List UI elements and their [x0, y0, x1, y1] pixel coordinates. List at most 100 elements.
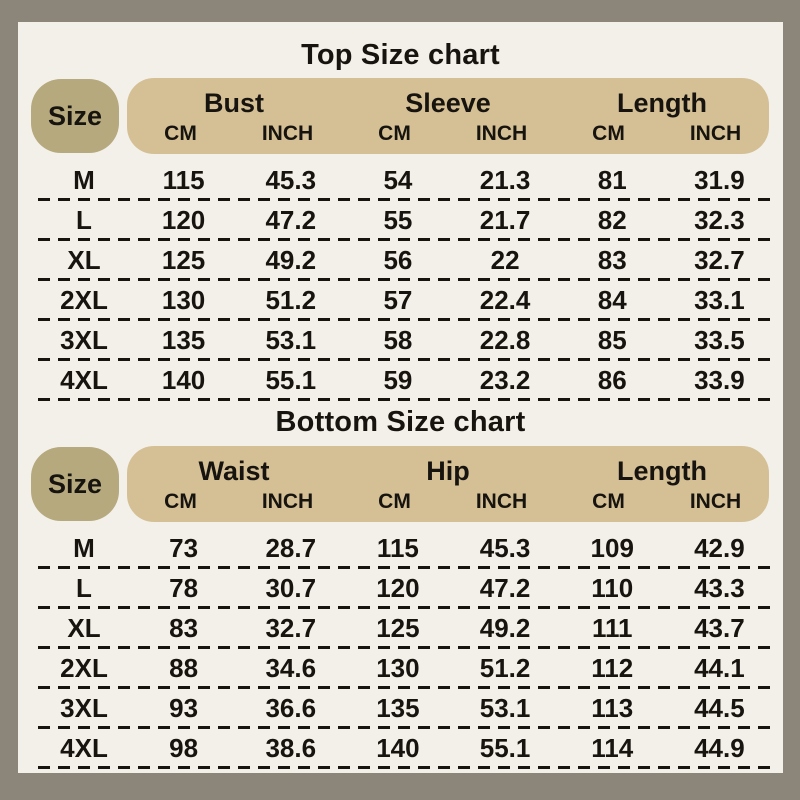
- table-row: M 115 45.3 54 21.3 81 31.9: [38, 160, 773, 201]
- size-column-header: Size: [31, 79, 119, 153]
- table-row: 2XL 130 51.2 57 22.4 84 33.1: [38, 280, 773, 321]
- unit-header-row: CM INCH CM INCH CM INCH: [127, 122, 769, 154]
- unit-header-inch: INCH: [261, 122, 314, 145]
- value-cell: 31.9: [694, 164, 745, 195]
- value-cell: 84: [597, 284, 627, 315]
- value-cell: 73: [169, 532, 199, 563]
- value-cell: 130: [161, 284, 206, 315]
- value-cell: 53.1: [479, 692, 531, 723]
- unit-header-cm: CM: [378, 490, 411, 513]
- value-cell: 38.6: [265, 732, 317, 763]
- unit-header-inch: INCH: [475, 122, 528, 145]
- group-header-hip: Hip: [426, 455, 470, 486]
- value-cell: 44.5: [694, 692, 745, 723]
- value-cell: 135: [161, 324, 206, 355]
- value-cell: 43.3: [694, 572, 745, 603]
- top-chart-title: Top Size chart: [301, 39, 500, 71]
- value-cell: 51.2: [265, 284, 317, 315]
- size-cell: 3XL: [60, 324, 108, 355]
- value-cell: 130: [376, 652, 420, 683]
- value-cell: 47.2: [265, 204, 317, 235]
- value-cell: 56: [383, 244, 413, 275]
- value-cell: 54: [383, 164, 413, 195]
- value-cell: 120: [376, 572, 420, 603]
- table-row: 4XL 140 55.1 59 23.2 86 33.9: [38, 360, 773, 401]
- unit-header-inch: INCH: [261, 490, 314, 513]
- value-cell: 23.2: [479, 364, 531, 395]
- value-cell: 93: [169, 692, 199, 723]
- value-cell: 28.7: [265, 532, 317, 563]
- size-cell: M: [73, 532, 95, 563]
- value-cell: 57: [383, 284, 413, 315]
- size-chart-card: Top Size chart Size Bust Sleeve Length C…: [18, 22, 783, 773]
- group-header-length: Length: [617, 87, 707, 118]
- value-cell: 33.1: [694, 284, 745, 315]
- value-cell: 33.9: [694, 364, 745, 395]
- table-row: M 73 28.7 115 45.3 109 42.9: [38, 528, 773, 569]
- table-row: 3XL 135 53.1 58 22.8 85 33.5: [38, 320, 773, 361]
- size-cell: 3XL: [60, 692, 108, 723]
- value-cell: 32.7: [694, 244, 745, 275]
- value-cell: 120: [161, 204, 206, 235]
- value-cell: 43.7: [694, 612, 745, 643]
- value-cell: 113: [591, 692, 634, 723]
- table-row: XL 125 49.2 56 22 83 32.7: [38, 240, 773, 281]
- value-cell: 53.1: [265, 324, 317, 355]
- value-cell: 45.3: [479, 532, 531, 563]
- value-cell: 109: [590, 532, 634, 563]
- value-cell: 21.7: [479, 204, 531, 235]
- group-header-row: Bust Sleeve Length: [127, 78, 769, 122]
- size-cell: XL: [67, 244, 101, 275]
- value-cell: 21.3: [479, 164, 531, 195]
- size-column-header: Size: [31, 447, 119, 521]
- value-cell: 86: [597, 364, 627, 395]
- value-cell: 98: [169, 732, 199, 763]
- value-cell: 140: [161, 364, 206, 395]
- top-table-header: Size Bust Sleeve Length CM INCH CM INCH …: [18, 78, 783, 154]
- table-row: 4XL 98 38.6 140 55.1 114 44.9: [38, 728, 773, 769]
- top-size-chart-section: Top Size chart Size Bust Sleeve Length C…: [18, 36, 783, 401]
- unit-header-cm: CM: [378, 122, 411, 145]
- value-cell: 85: [597, 324, 627, 355]
- value-cell: 78: [169, 572, 199, 603]
- unit-header-inch: INCH: [689, 490, 742, 513]
- value-cell: 22: [490, 244, 520, 275]
- value-cell: 115: [162, 164, 205, 195]
- unit-header-inch: INCH: [689, 122, 742, 145]
- value-cell: 22.4: [479, 284, 531, 315]
- group-header-sleeve: Sleeve: [405, 87, 491, 118]
- size-cell: 4XL: [60, 364, 108, 395]
- table-row: 2XL 88 34.6 130 51.2 112 44.1: [38, 648, 773, 689]
- unit-header-cm: CM: [164, 122, 197, 145]
- size-cell: L: [76, 204, 92, 235]
- value-cell: 112: [591, 652, 634, 683]
- value-cell: 44.1: [694, 652, 745, 683]
- value-cell: 115: [376, 532, 419, 563]
- value-cell: 110: [591, 572, 634, 603]
- table-row: 3XL 93 36.6 135 53.1 113 44.5: [38, 688, 773, 729]
- table-row: L 78 30.7 120 47.2 110 43.3: [38, 568, 773, 609]
- value-cell: 32.3: [694, 204, 745, 235]
- unit-header-cm: CM: [164, 490, 197, 513]
- unit-header-row: CM INCH CM INCH CM INCH: [127, 490, 769, 522]
- value-cell: 49.2: [265, 244, 317, 275]
- group-header-waist: Waist: [198, 455, 270, 486]
- size-cell: 4XL: [60, 732, 108, 763]
- value-cell: 55.1: [479, 732, 531, 763]
- measurements-header-band: Waist Hip Length CM INCH CM INCH CM INCH: [127, 446, 769, 522]
- group-header-row: Waist Hip Length: [127, 446, 769, 490]
- value-cell: 47.2: [479, 572, 531, 603]
- size-cell: M: [73, 164, 95, 195]
- value-cell: 49.2: [479, 612, 531, 643]
- value-cell: 55.1: [265, 364, 317, 395]
- value-cell: 55: [383, 204, 413, 235]
- value-cell: 45.3: [265, 164, 317, 195]
- value-cell: 82: [597, 204, 627, 235]
- measurements-header-band: Bust Sleeve Length CM INCH CM INCH CM IN…: [127, 78, 769, 154]
- value-cell: 111: [591, 612, 633, 643]
- size-cell: 2XL: [60, 652, 108, 683]
- bottom-chart-title: Bottom Size chart: [275, 406, 526, 438]
- unit-header-cm: CM: [592, 122, 625, 145]
- value-cell: 44.9: [694, 732, 745, 763]
